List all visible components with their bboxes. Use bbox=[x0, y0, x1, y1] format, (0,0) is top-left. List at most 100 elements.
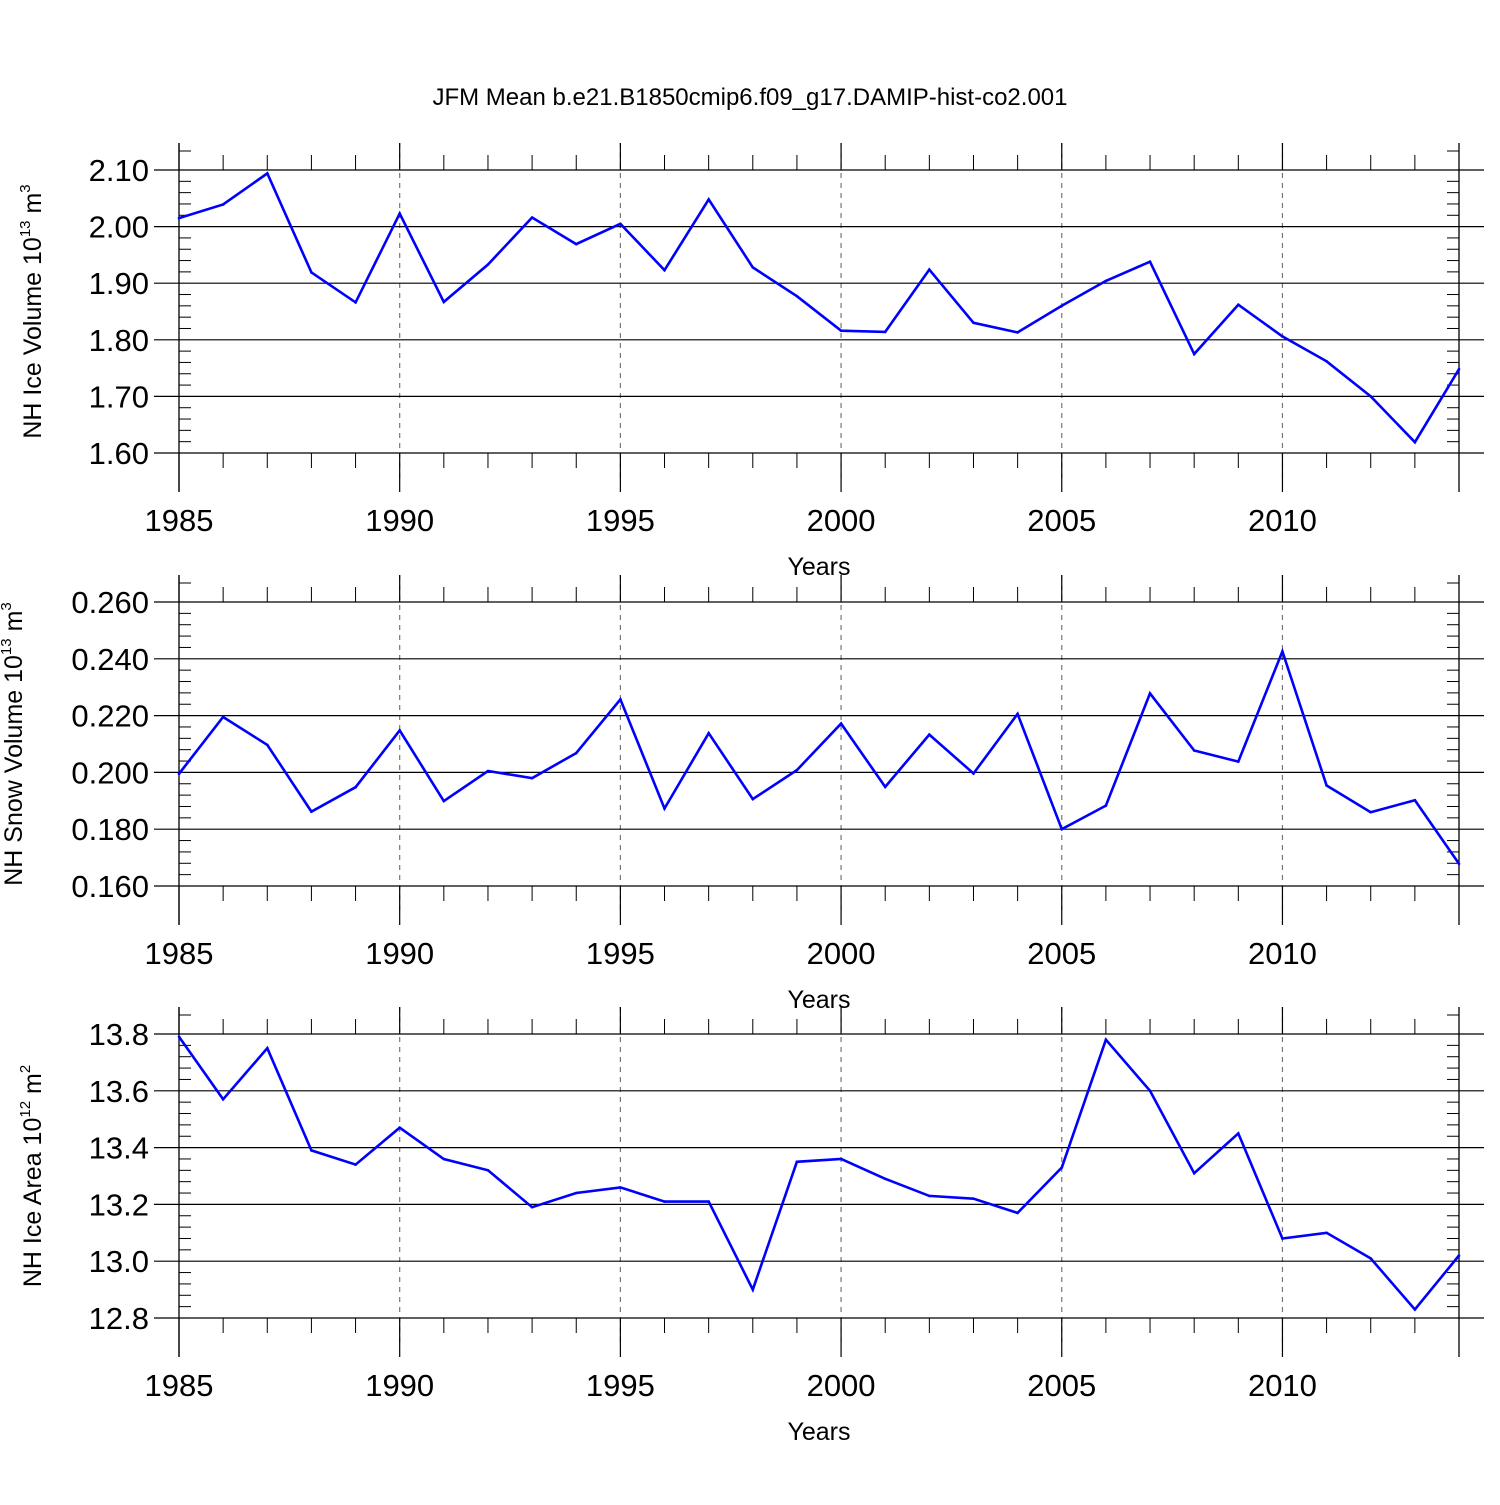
data-point bbox=[1325, 1231, 1328, 1235]
data-point bbox=[1325, 360, 1328, 363]
data-point bbox=[486, 769, 490, 773]
data-point bbox=[1104, 1038, 1108, 1041]
data-point bbox=[1325, 784, 1328, 787]
data-point bbox=[266, 743, 269, 747]
data-point bbox=[839, 1157, 843, 1161]
data-point bbox=[1060, 1166, 1064, 1169]
y-tick-label: 0.160 bbox=[71, 869, 149, 904]
y-axis-label: NH Ice Volume 1013 m3 bbox=[17, 184, 47, 438]
data-point bbox=[972, 321, 975, 325]
data-point bbox=[663, 268, 666, 272]
data-point bbox=[839, 722, 843, 725]
data-point bbox=[354, 301, 357, 304]
x-tick-label: 2000 bbox=[807, 936, 876, 971]
data-point bbox=[354, 785, 357, 789]
y-tick-label: 0.240 bbox=[71, 642, 149, 677]
x-tick-label: 2000 bbox=[807, 503, 876, 538]
data-point bbox=[928, 268, 931, 271]
data-point bbox=[619, 698, 622, 701]
data-point bbox=[486, 263, 490, 266]
data-point bbox=[1148, 1089, 1152, 1093]
data-point bbox=[663, 807, 666, 810]
data-point bbox=[707, 1200, 710, 1203]
data-point bbox=[883, 330, 887, 334]
data-point bbox=[839, 329, 843, 333]
y-axis-label: NH Ice Area 1012 m2 bbox=[17, 1065, 47, 1287]
y-tick-label: 13.6 bbox=[89, 1074, 149, 1109]
data-point bbox=[442, 1157, 446, 1161]
data-point bbox=[398, 729, 402, 732]
data-point bbox=[1369, 1257, 1372, 1260]
y-tick-label: 1.70 bbox=[89, 379, 149, 414]
data-point bbox=[795, 768, 799, 772]
x-axis-label: Years bbox=[787, 553, 850, 581]
x-tick-label: 1990 bbox=[365, 1368, 434, 1403]
x-tick-label: 2005 bbox=[1027, 1368, 1096, 1403]
data-point bbox=[1016, 331, 1019, 334]
chart-title: JFM Mean b.e21.B1850cmip6.f09_g17.DAMIP-… bbox=[432, 84, 1067, 111]
data-point bbox=[1413, 798, 1417, 802]
panel-2: 0.160 0.180 0.200 0.220 0.240 0.260 1985 1990 19… bbox=[0, 575, 1484, 1014]
data-point bbox=[751, 1288, 755, 1291]
data-point bbox=[1192, 1171, 1196, 1175]
data-point bbox=[310, 271, 313, 274]
data-point bbox=[1060, 827, 1064, 831]
series-line bbox=[177, 647, 1461, 865]
data-point bbox=[1457, 367, 1461, 371]
data-point bbox=[221, 715, 225, 719]
data-point bbox=[574, 242, 578, 246]
y-tick-label: 1.60 bbox=[89, 436, 149, 471]
data-point bbox=[442, 300, 446, 304]
data-point bbox=[574, 751, 578, 755]
series-line bbox=[177, 1036, 1461, 1312]
data-point bbox=[486, 1169, 490, 1172]
data-point bbox=[1148, 692, 1152, 695]
x-tick-label: 2010 bbox=[1248, 936, 1317, 971]
data-point bbox=[972, 772, 975, 775]
panel-1: 1.60 1.70 1.80 1.90 2.00 2.10 1985 1990 1995 2000… bbox=[17, 143, 1484, 581]
data-point bbox=[619, 1186, 622, 1189]
x-tick-label: 2010 bbox=[1248, 503, 1317, 538]
data-point bbox=[1016, 712, 1019, 716]
data-point bbox=[530, 216, 534, 219]
data-point bbox=[1104, 279, 1108, 283]
data-point bbox=[398, 1126, 402, 1129]
data-point bbox=[398, 212, 402, 215]
data-point bbox=[310, 810, 313, 813]
data-point bbox=[177, 1035, 181, 1039]
data-point bbox=[530, 776, 534, 780]
y-tick-label: 13.0 bbox=[89, 1244, 149, 1279]
y-tick-label: 0.260 bbox=[71, 585, 149, 620]
data-point bbox=[1281, 1237, 1284, 1240]
x-tick-label: 2005 bbox=[1027, 936, 1096, 971]
data-point bbox=[310, 1149, 313, 1152]
data-point bbox=[221, 1098, 225, 1101]
data-point bbox=[795, 1160, 799, 1164]
data-point bbox=[1457, 1254, 1461, 1257]
data-point bbox=[972, 1197, 975, 1200]
data-point bbox=[795, 294, 799, 298]
data-point bbox=[1237, 1132, 1240, 1135]
x-axis-label: Years bbox=[787, 986, 850, 1014]
y-tick-label: 0.200 bbox=[71, 755, 149, 790]
x-tick-label: 2000 bbox=[807, 1368, 876, 1403]
x-tick-label: 1995 bbox=[586, 936, 655, 971]
data-point bbox=[928, 733, 931, 736]
y-tick-label: 0.180 bbox=[71, 812, 149, 847]
data-point bbox=[442, 799, 446, 803]
data-point bbox=[221, 203, 225, 206]
data-point bbox=[1237, 760, 1240, 763]
y-tick-label: 13.2 bbox=[89, 1187, 149, 1222]
y-tick-label: 12.8 bbox=[89, 1301, 149, 1336]
data-point bbox=[1192, 352, 1196, 356]
data-point bbox=[1060, 304, 1064, 308]
y-axis-label: NH Snow Volume 1013 m3 bbox=[0, 602, 28, 886]
x-tick-label: 1990 bbox=[365, 936, 434, 971]
data-point bbox=[619, 222, 622, 226]
series-line bbox=[178, 171, 1461, 445]
data-point bbox=[266, 1046, 269, 1050]
data-point bbox=[1237, 303, 1240, 307]
data-point bbox=[1369, 395, 1372, 398]
data-point bbox=[177, 216, 181, 220]
